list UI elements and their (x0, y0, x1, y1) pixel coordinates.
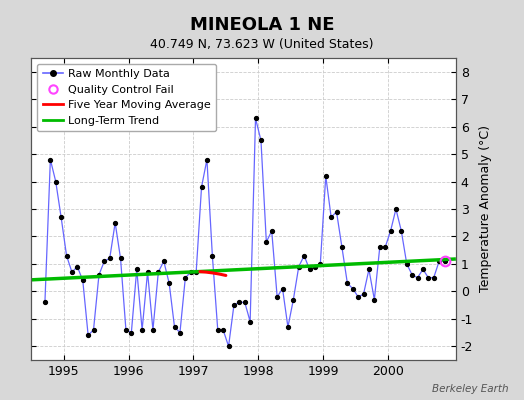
Y-axis label: Temperature Anomaly (°C): Temperature Anomaly (°C) (478, 126, 492, 292)
Text: Berkeley Earth: Berkeley Earth (432, 384, 508, 394)
Text: 40.749 N, 73.623 W (United States): 40.749 N, 73.623 W (United States) (150, 38, 374, 51)
Legend: Raw Monthly Data, Quality Control Fail, Five Year Moving Average, Long-Term Tren: Raw Monthly Data, Quality Control Fail, … (37, 64, 216, 131)
Text: MINEOLA 1 NE: MINEOLA 1 NE (190, 16, 334, 34)
